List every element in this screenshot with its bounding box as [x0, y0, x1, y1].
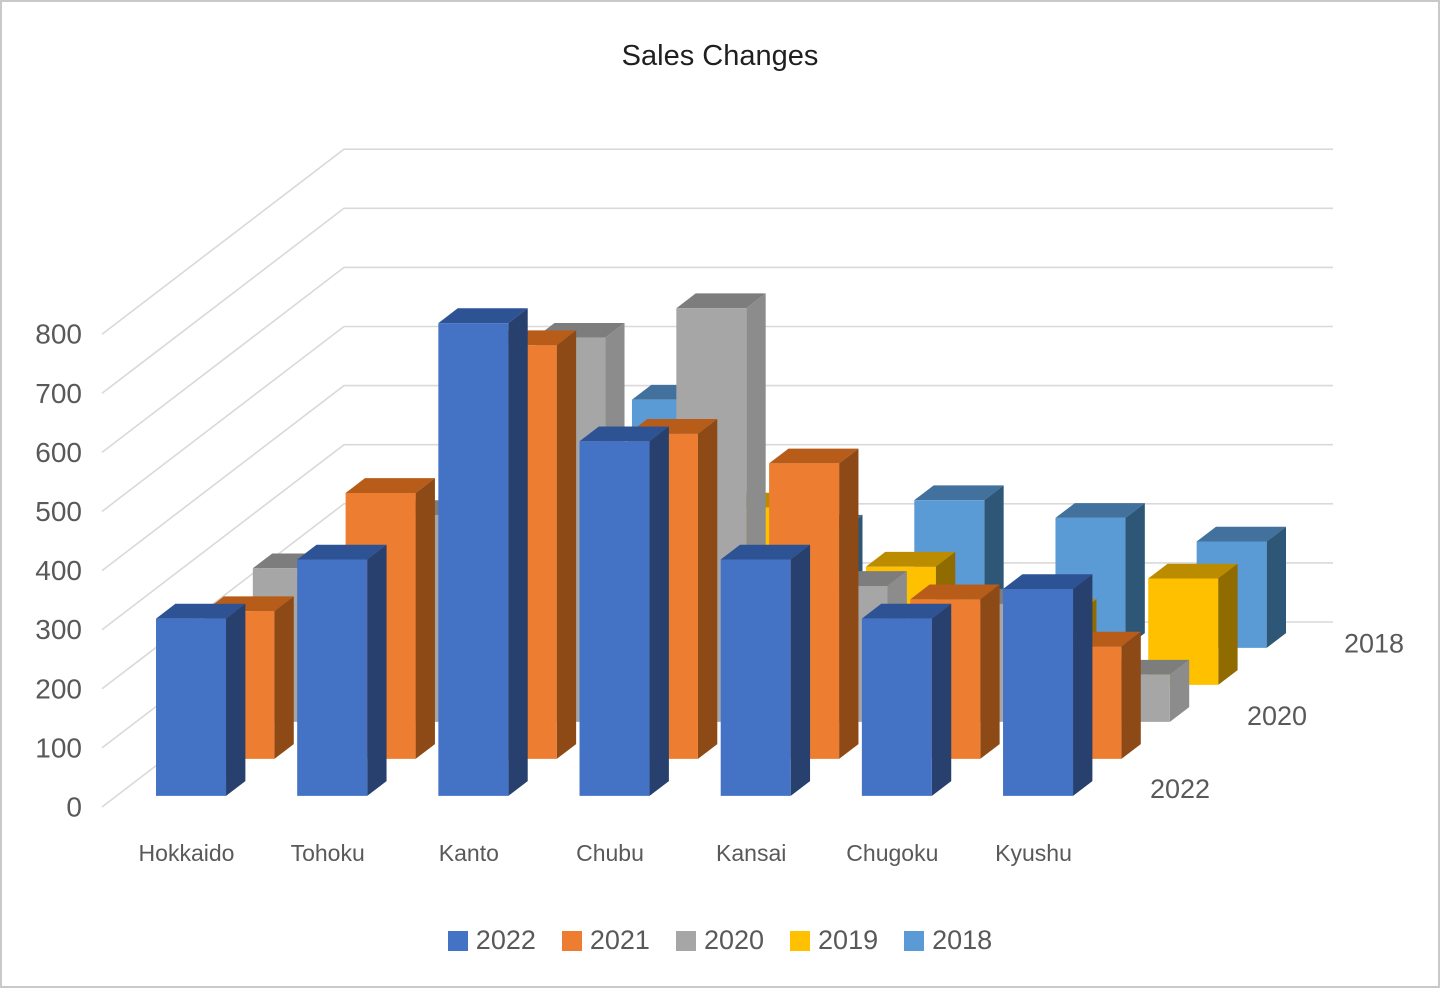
bar-top-face — [676, 293, 766, 309]
legend-label-2021: 2021 — [589, 925, 650, 955]
ytick-label-800: 800 — [35, 319, 82, 350]
bar-side-face — [839, 448, 859, 759]
bar-side-face — [1266, 526, 1286, 648]
gridline-700 — [101, 207, 1333, 394]
bar-top-face — [1003, 574, 1093, 590]
bar-2022-kyushu — [1003, 574, 1093, 796]
ytick-label-400: 400 — [35, 555, 82, 586]
gridline-500 — [101, 325, 1333, 513]
bar-side-face — [790, 544, 811, 796]
chart-title: Sales Changes — [621, 40, 819, 72]
bar-side-face — [1169, 659, 1190, 722]
gridline-400 — [101, 384, 1333, 572]
bar-front-face — [438, 323, 509, 796]
bar-side-face — [697, 419, 718, 759]
bar-side-face — [1125, 503, 1145, 648]
gridline-300 — [101, 443, 1333, 631]
bar-side-face — [415, 478, 435, 759]
bar-side-face — [980, 584, 1000, 759]
chart-legend: 2022 2021 2020 2019 2018 — [2, 925, 1438, 956]
legend-label-2018: 2018 — [932, 925, 993, 955]
legend-swatch-2020 — [675, 930, 696, 951]
bar-side-face — [274, 596, 294, 759]
legend-label-2020: 2020 — [703, 925, 765, 955]
legend-item-2018: 2018 — [904, 925, 992, 956]
bar-front-face — [579, 441, 650, 796]
bar-front-face — [861, 618, 932, 796]
category-label-chubu: Chubu — [576, 840, 644, 866]
category-label-tohoku: Tohoku — [291, 840, 365, 866]
bar-2022-kansai — [720, 544, 811, 796]
legend-swatch-2018 — [904, 930, 925, 951]
gridline-600 — [101, 266, 1333, 454]
bar-side-face — [649, 426, 669, 796]
bar-top-face — [720, 544, 811, 560]
bar-side-face — [1073, 574, 1093, 796]
ytick-label-600: 600 — [35, 437, 82, 468]
gridline-800 — [101, 148, 1333, 335]
bar-side-face — [556, 330, 577, 759]
bar-front-face — [1148, 578, 1219, 685]
bar-2022-tohoku — [297, 544, 387, 796]
depth-label-2018: 2018 — [1344, 628, 1404, 658]
depth-label-2020: 2020 — [1247, 701, 1307, 731]
bar-top-face — [769, 448, 859, 464]
ytick-label-500: 500 — [35, 496, 82, 527]
bar-top-face — [910, 584, 1000, 600]
bar-2022-kanto — [438, 308, 528, 796]
bar-2022-chubu — [579, 426, 669, 796]
bar-2022-chugoku — [861, 603, 952, 796]
ytick-label-100: 100 — [35, 732, 82, 763]
bar-side-face — [367, 544, 387, 796]
bar-side-face — [226, 603, 246, 796]
legend-item-2021: 2021 — [561, 925, 650, 956]
bar-side-face — [1218, 563, 1238, 685]
bar-top-face — [297, 544, 387, 560]
category-label-chugoku: Chugoku — [846, 840, 938, 866]
legend-item-2022: 2022 — [447, 925, 536, 956]
bar-top-face — [1196, 526, 1286, 542]
category-label-hokkaido: Hokkaido — [139, 840, 235, 866]
ytick-label-700: 700 — [35, 378, 82, 409]
legend-swatch-2019 — [790, 930, 811, 951]
category-label-kyushu: Kyushu — [995, 840, 1072, 866]
bar-top-face — [865, 551, 956, 567]
legend-swatch-2022 — [447, 930, 468, 951]
legend-label-2019: 2019 — [818, 925, 879, 955]
ytick-label-300: 300 — [35, 614, 82, 645]
legend-swatch-2021 — [561, 930, 582, 951]
bar-side-face — [1121, 631, 1141, 759]
bar-2019-kyushu — [1148, 563, 1238, 685]
bar-front-face — [297, 559, 368, 796]
bar-top-face — [438, 308, 528, 324]
ytick-label-0: 0 — [66, 792, 82, 823]
legend-item-2019: 2019 — [790, 925, 878, 956]
bar-top-face — [1055, 503, 1145, 518]
bar-top-face — [345, 478, 435, 493]
bar-top-face — [1148, 563, 1238, 579]
depth-label-2022: 2022 — [1150, 774, 1210, 804]
bar-side-face — [508, 308, 528, 796]
legend-label-2022: 2022 — [475, 925, 536, 955]
bar-top-face — [579, 426, 669, 442]
bar-top-face — [914, 485, 1004, 501]
category-label-kanto: Kanto — [439, 840, 499, 866]
category-label-kansai: Kansai — [716, 840, 786, 866]
bar-top-face — [861, 603, 952, 619]
bar-front-face — [156, 618, 227, 796]
bar-side-face — [931, 603, 952, 796]
bar-top-face — [156, 603, 246, 619]
legend-item-2020: 2020 — [675, 925, 765, 956]
bar-2022-hokkaido — [156, 603, 246, 796]
ytick-label-200: 200 — [35, 673, 82, 704]
bar-front-face — [1003, 589, 1074, 796]
bar-front-face — [720, 559, 791, 796]
